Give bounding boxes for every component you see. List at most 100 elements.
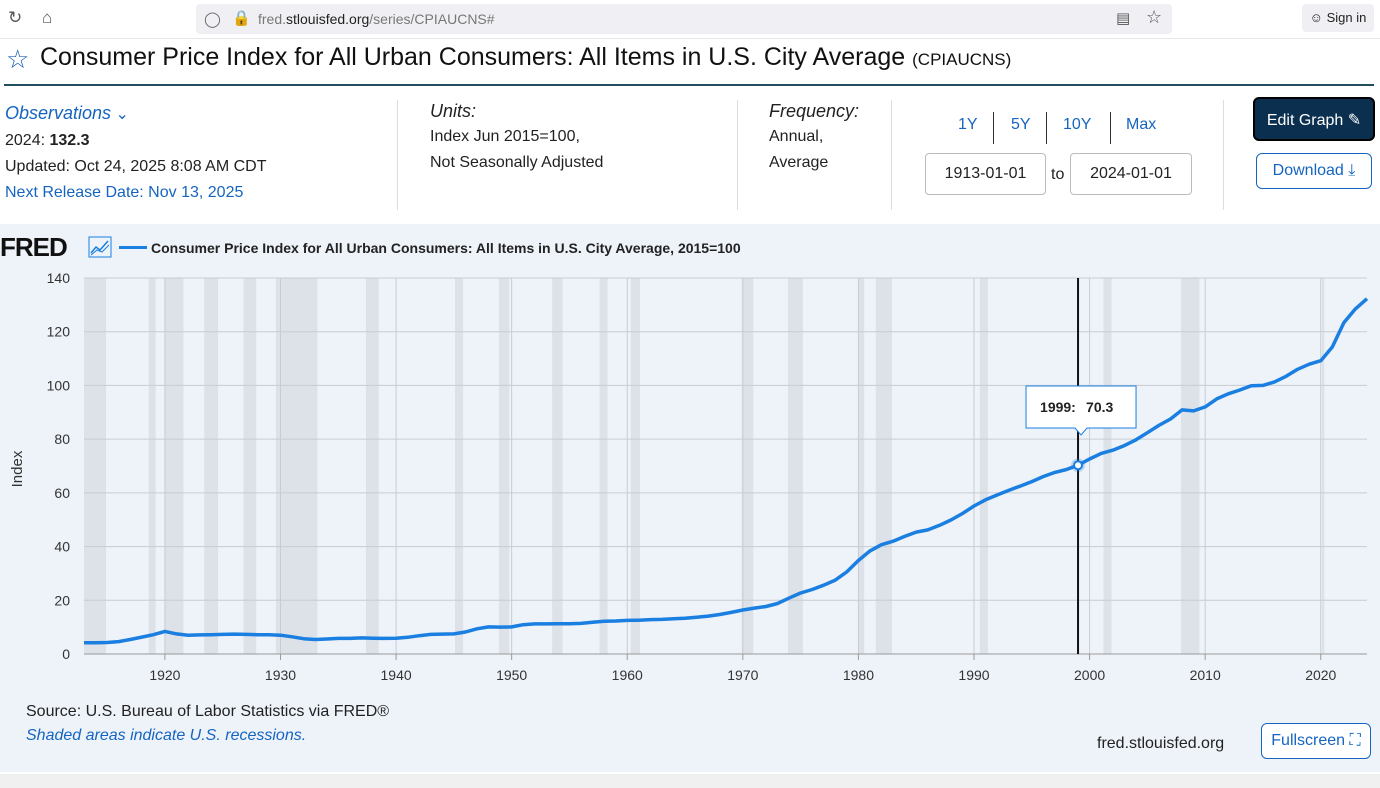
fred-logo[interactable]: FRED xyxy=(0,232,68,262)
site-url: fred.stlouisfed.org xyxy=(1097,735,1225,752)
updated-text: Updated: Oct 24, 2025 8:08 AM CDT xyxy=(5,158,267,175)
download-button[interactable]: Download ⤓ xyxy=(1256,153,1372,189)
observations-toggle[interactable]: Observations ⌄ xyxy=(5,100,266,128)
recession-band xyxy=(1103,278,1112,654)
observations-label: Observations xyxy=(5,103,112,123)
units-label: Units: xyxy=(430,101,477,121)
fullscreen-icon: ⛶ xyxy=(1349,732,1361,749)
y-tick-label: 40 xyxy=(54,539,70,555)
account-icon: ☺ xyxy=(1309,10,1323,25)
range-10y-button[interactable]: 10Y xyxy=(1063,116,1092,133)
x-tick-label: 2020 xyxy=(1305,667,1336,683)
frequency-line2: Average xyxy=(769,154,829,171)
chevron-down-icon: ⌄ xyxy=(115,106,129,123)
frequency-line1: Annual, xyxy=(769,128,824,145)
start-date-input[interactable]: 1913-01-01 xyxy=(925,153,1046,195)
hover-point xyxy=(1073,460,1084,471)
units-block: Units: Index Jun 2015=100, Not Seasonall… xyxy=(430,98,603,176)
recession-band xyxy=(164,278,184,654)
source-text: Source: U.S. Bureau of Labor Statistics … xyxy=(26,703,390,720)
y-tick-label: 80 xyxy=(54,431,70,447)
fullscreen-label: Fullscreen xyxy=(1271,732,1346,749)
recession-band xyxy=(243,278,257,654)
recession-band xyxy=(1180,278,1200,654)
reader-view-icon[interactable]: ▤ xyxy=(1116,10,1131,27)
range-separator xyxy=(993,112,994,144)
legend-label: Consumer Price Index for All Urban Consu… xyxy=(151,240,741,256)
legend-swatch xyxy=(119,246,147,249)
x-tick-label: 1950 xyxy=(496,667,527,683)
page-title: Consumer Price Index for All Urban Consu… xyxy=(40,43,1011,72)
address-bar[interactable]: ◯ 🔒 fred.stlouisfed.org/series/CPIAUCNS#… xyxy=(196,4,1172,34)
frequency-label: Frequency: xyxy=(769,101,860,121)
y-axis: 0 20 40 60 80 100 120 140 xyxy=(47,270,71,662)
tooltip-year: 1999: xyxy=(1040,399,1076,415)
series-group xyxy=(84,297,1369,645)
observations-block: Observations ⌄ 2024: 132.3 Updated: Oct … xyxy=(5,100,266,206)
x-tick-label: 1940 xyxy=(381,667,412,683)
divider xyxy=(397,100,398,210)
x-axis: 1920 1930 1940 1950 1960 1970 1980 1990 2000 2010… xyxy=(84,653,1367,683)
series-title-row: ☆ Consumer Price Index for All Urban Con… xyxy=(0,40,1380,85)
range-separator xyxy=(1110,112,1111,144)
chart-panel xyxy=(0,224,1380,772)
x-tick-label: 1930 xyxy=(265,667,296,683)
recession-band xyxy=(204,278,219,654)
reload-icon[interactable]: ↻ xyxy=(8,8,23,27)
recession-band xyxy=(787,278,803,654)
recession-band xyxy=(599,278,608,654)
x-tick-label: 1970 xyxy=(727,667,758,683)
browser-toolbar: ↻ ⌂ ◯ 🔒 fred.stlouisfed.org/series/CPIAU… xyxy=(0,0,1380,39)
next-release-link[interactable]: Next Release Date: Nov 13, 2025 xyxy=(5,184,244,201)
divider xyxy=(737,100,738,210)
tooltip-box xyxy=(1025,385,1137,436)
home-icon[interactable]: ⌂ xyxy=(42,8,53,27)
recession-band xyxy=(741,278,754,654)
edit-graph-button[interactable]: Edit Graph ✎ xyxy=(1253,97,1375,141)
frequency-block: Frequency: Annual, Average xyxy=(769,98,859,176)
divider xyxy=(891,100,892,210)
lock-icon[interactable]: 🔒 xyxy=(232,10,251,27)
y-tick-label: 0 xyxy=(62,646,70,662)
x-tick-label: 1980 xyxy=(843,667,874,683)
units-line1: Index Jun 2015=100, xyxy=(430,128,580,145)
recession-band xyxy=(979,278,988,654)
y-tick-label: 140 xyxy=(47,270,71,286)
x-tick-label: 2010 xyxy=(1190,667,1221,683)
recession-shading xyxy=(84,278,1325,654)
divider xyxy=(1223,100,1224,210)
range-1y-button[interactable]: 1Y xyxy=(958,116,978,133)
recession-band xyxy=(1321,278,1325,654)
chart-line-icon xyxy=(88,236,112,258)
download-label: Download xyxy=(1272,162,1344,179)
url-text[interactable]: fred.stlouisfed.org/series/CPIAUCNS# xyxy=(258,11,495,27)
favorite-star-icon[interactable]: ☆ xyxy=(6,44,30,74)
y-tick-label: 120 xyxy=(47,324,71,340)
recession-note: Shaded areas indicate U.S. recessions. xyxy=(26,727,307,744)
shield-icon[interactable]: ◯ xyxy=(204,11,221,28)
tooltip-value: 70.3 xyxy=(1086,399,1113,415)
fullscreen-button[interactable]: Fullscreen ⛶ xyxy=(1261,723,1371,759)
recession-band xyxy=(455,278,464,654)
recession-band xyxy=(630,278,640,654)
x-tick-label: 1990 xyxy=(958,667,989,683)
range-separator xyxy=(1046,112,1047,144)
range-5y-button[interactable]: 5Y xyxy=(1011,116,1031,133)
sign-in-button[interactable]: ☺ Sign in xyxy=(1302,4,1374,32)
recession-band xyxy=(275,278,318,654)
range-max-button[interactable]: Max xyxy=(1126,116,1157,133)
bookmark-star-icon[interactable]: ☆ xyxy=(1146,7,1163,27)
edit-graph-label: Edit Graph xyxy=(1266,112,1344,129)
bottom-strip xyxy=(0,774,1380,788)
title-divider xyxy=(4,84,1374,86)
recession-band xyxy=(366,278,379,654)
recession-band xyxy=(875,278,892,654)
x-tick-label: 1920 xyxy=(149,667,180,683)
series-title: Consumer Price Index for All Urban Consu… xyxy=(40,43,906,71)
observation-value: 132.3 xyxy=(49,132,90,149)
series-line xyxy=(84,297,1369,645)
end-date-input[interactable]: 2024-01-01 xyxy=(1070,153,1192,195)
y-tick-label: 60 xyxy=(54,485,70,501)
edit-icon: ✎ xyxy=(1347,112,1362,129)
